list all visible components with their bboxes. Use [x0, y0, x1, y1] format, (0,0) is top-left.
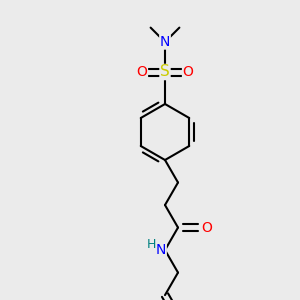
Text: O: O — [183, 65, 194, 79]
Text: O: O — [136, 65, 147, 79]
Text: H: H — [146, 238, 156, 250]
Text: S: S — [160, 64, 170, 80]
Text: N: N — [160, 35, 170, 49]
Text: O: O — [202, 220, 212, 235]
Text: N: N — [156, 243, 166, 257]
